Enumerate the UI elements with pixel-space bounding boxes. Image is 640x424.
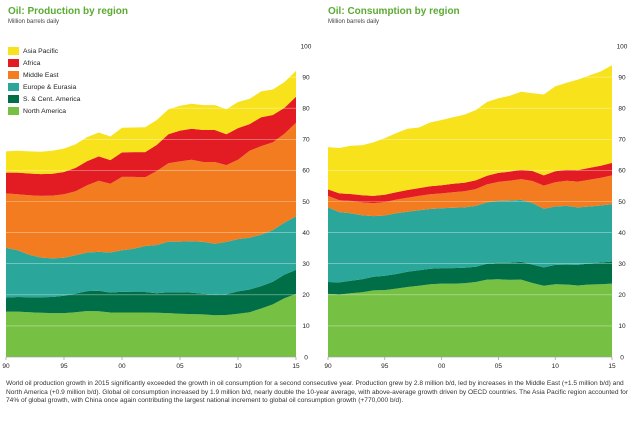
legend-item-europe-eurasia: Europe & Eurasia [8, 81, 80, 93]
production-area-north-america [6, 293, 296, 357]
production-chart-title: Oil: Production by region [8, 6, 128, 17]
legend-label-africa: Africa [23, 59, 41, 67]
production-ytick-label-0: 0 [304, 354, 308, 361]
production-chart-subtitle: Million barrels daily [8, 19, 60, 25]
production-ytick-label-90: 90 [302, 74, 310, 81]
production-ytick-label-20: 20 [302, 292, 310, 299]
consumption-area-africa [328, 162, 612, 204]
consumption-area-north-america [328, 279, 612, 357]
consumption-xtick-label-15: 15 [608, 363, 616, 370]
production-xtick-label-15: 15 [292, 363, 300, 370]
production-xtick-label-10: 10 [234, 363, 242, 370]
production-area-s-cent-america [6, 269, 296, 316]
legend-label-asia-pacific: Asia Pacific [23, 47, 59, 55]
production-ytick-label-10: 10 [302, 323, 310, 330]
production-ytick-label-40: 40 [302, 230, 310, 237]
consumption-ytick-label-90: 90 [618, 74, 626, 81]
legend-label-middle-east: Middle East [23, 71, 59, 79]
production-ytick-label-30: 30 [302, 261, 310, 268]
legend-item-asia-pacific: Asia Pacific [8, 45, 80, 57]
production-xtick-label-05: 05 [176, 363, 184, 370]
legend-swatch-africa [8, 59, 19, 67]
production-area-europe-eurasia [6, 216, 296, 298]
legend-label-north-america: North America [23, 107, 67, 115]
production-ytick-label-80: 80 [302, 106, 310, 113]
consumption-ytick-label-70: 70 [618, 137, 626, 144]
consumption-ytick-label-60: 60 [618, 168, 626, 175]
consumption-ytick-label-40: 40 [618, 230, 626, 237]
consumption-xtick-label-10: 10 [552, 363, 560, 370]
legend-item-middle-east: Middle East [8, 69, 80, 81]
chart-caption: World oil production growth in 2015 sign… [6, 380, 629, 405]
consumption-xtick-label-90: 90 [324, 363, 332, 370]
consumption-ytick-label-80: 80 [618, 106, 626, 113]
production-ytick-label-60: 60 [302, 168, 310, 175]
consumption-area-s-cent-america [328, 261, 612, 295]
consumption-xtick-label-05: 05 [495, 363, 503, 370]
consumption-ytick-label-30: 30 [618, 261, 626, 268]
production-area-middle-east [6, 122, 296, 259]
legend-swatch-s-cent-america [8, 95, 19, 103]
production-xtick-label-00: 00 [118, 363, 126, 370]
consumption-area-middle-east [328, 175, 612, 217]
consumption-ytick-label-10: 10 [618, 323, 626, 330]
production-xtick-label-95: 95 [60, 363, 68, 370]
consumption-chart-subtitle: Million barrels daily [328, 19, 380, 25]
legend-item-north-america: North America [8, 105, 80, 117]
consumption-ytick-label-20: 20 [618, 292, 626, 299]
consumption-xtick-label-95: 95 [381, 363, 389, 370]
production-area-asia-pacific [6, 70, 296, 175]
legend-swatch-europe-eurasia [8, 83, 19, 91]
production-ytick-label-70: 70 [302, 137, 310, 144]
consumption-xtick-label-00: 00 [438, 363, 446, 370]
legend-swatch-north-america [8, 107, 19, 115]
legend-swatch-asia-pacific [8, 47, 19, 55]
consumption-ytick-label-50: 50 [618, 199, 626, 206]
consumption-area-asia-pacific [328, 65, 612, 196]
consumption-chart-title: Oil: Consumption by region [328, 6, 460, 17]
legend-item-africa: Africa [8, 57, 80, 69]
consumption-area-europe-eurasia [328, 199, 612, 283]
consumption-ytick-label-0: 0 [620, 354, 624, 361]
legend-item-s-cent-america: S. & Cent. America [8, 93, 80, 105]
legend-label-europe-eurasia: Europe & Eurasia [23, 83, 77, 91]
production-chart-legend: Asia Pacific Africa Middle East Europe &… [8, 45, 80, 117]
charts-canvas: 0 10 20 30 40 50 60 70 80 90 100 90 95 00 05 10 15 0 10 20 3… [2, 43, 628, 370]
production-ytick-label-50: 50 [302, 199, 310, 206]
production-ytick-label-100: 100 [301, 43, 312, 50]
consumption-ytick-label-100: 100 [617, 43, 628, 50]
legend-label-s-cent-america: S. & Cent. America [23, 95, 81, 103]
production-xtick-label-90: 90 [2, 363, 10, 370]
production-area-africa [6, 96, 296, 196]
legend-swatch-middle-east [8, 71, 19, 79]
